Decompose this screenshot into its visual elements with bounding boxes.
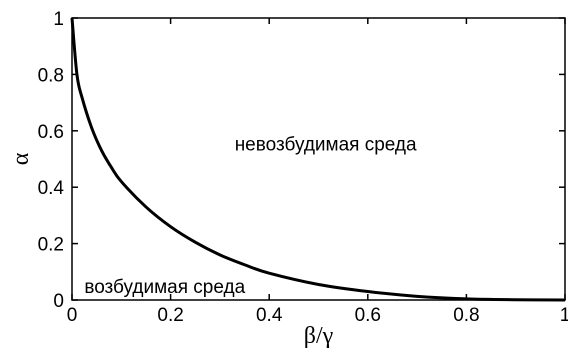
plot-frame (71, 17, 566, 301)
y-tick-label: 0.8 (38, 65, 64, 86)
x-tick-label: 0.8 (453, 305, 479, 326)
x-tick-label: 0 (67, 305, 78, 326)
ticks-layer (71, 17, 566, 301)
x-axis-label: β/γ (304, 323, 334, 349)
tick-labels-layer: 0 0.2 0.4 0.6 0.8 1 0 0.2 0.4 0.6 0.8 1 (38, 9, 568, 326)
annotation-non-excitable: невозбудимая среда (235, 135, 417, 156)
x-tick-label: 1 (560, 305, 568, 326)
x-tick-label: 0.4 (256, 305, 283, 326)
x-tick-label: 0.6 (355, 305, 381, 326)
y-tick-label: 0 (53, 291, 64, 312)
y-tick-label: 0.4 (38, 178, 65, 199)
annotation-excitable: возбудимая среда (84, 277, 245, 298)
x-tick-label: 0.2 (157, 305, 183, 326)
y-tick-label: 1 (53, 9, 64, 30)
series-line (70, 17, 566, 302)
y-tick-label: 0.6 (38, 122, 64, 143)
y-axis-label: α (8, 152, 34, 165)
y-tick-label: 0.2 (38, 235, 64, 256)
